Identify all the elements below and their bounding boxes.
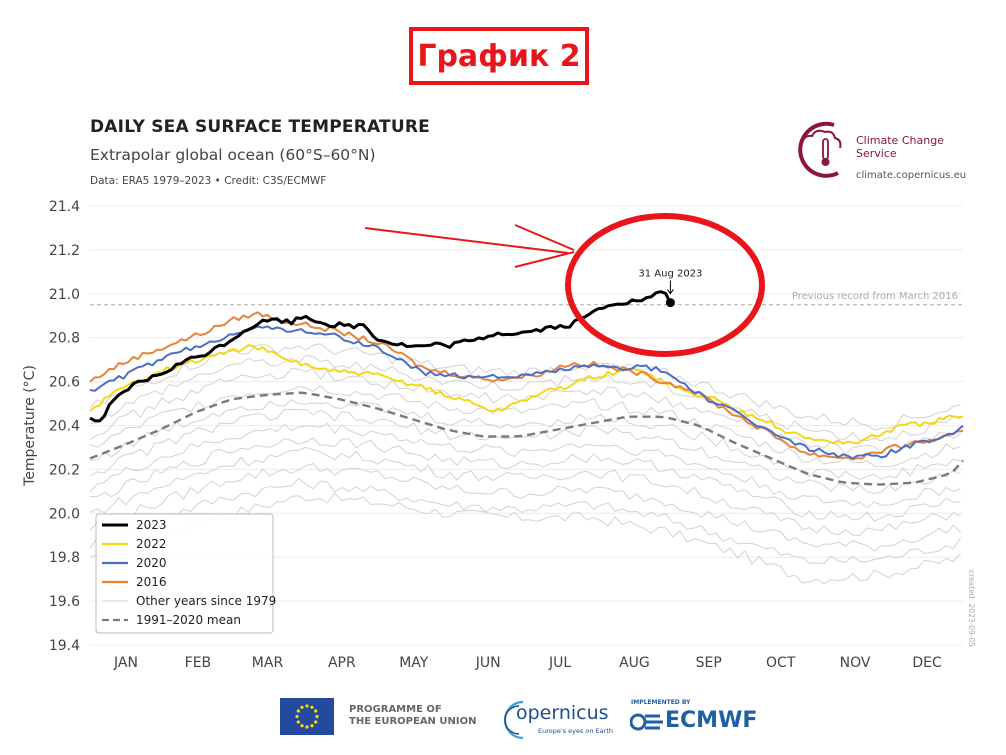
ecmwf-name: ECMWF: [665, 708, 758, 733]
sst-line-chart: Previous record from March 2016 19.4 19.6…: [22, 199, 976, 671]
chart-source: Data: ERA5 1979–2023 • Credit: C3S/ECMWF: [90, 175, 327, 187]
y-axis-label: Temperature (°C): [22, 365, 38, 487]
xtick-label: MAY: [399, 655, 429, 671]
chart-subtitle: Extrapolar global ocean (60°S–60°N): [90, 146, 376, 164]
xtick-label: APR: [328, 655, 356, 671]
ytick-label: 20.2: [49, 462, 80, 478]
other-year-line: [89, 408, 961, 495]
eu-text-line2: THE EUROPEAN UNION: [349, 716, 477, 727]
ytick-label: 20.6: [49, 375, 80, 391]
series-line-2020: [89, 325, 964, 460]
series-layer: [89, 290, 964, 486]
xtick-label: DEC: [912, 655, 942, 671]
other-year-line: [89, 398, 961, 480]
xtick-label: JUN: [475, 655, 501, 671]
previous-record-label: Previous record from March 2016: [792, 291, 958, 302]
legend-label: 2022: [136, 537, 167, 551]
ytick-label: 20.0: [49, 506, 80, 522]
xtick-label: JAN: [113, 655, 138, 671]
copernicus-logo-icon: [503, 700, 524, 740]
annotation-layer: 31 Aug 2023: [364, 213, 765, 357]
highlight-arrow-upper: [364, 227, 569, 254]
c3s-url[interactable]: climate.copernicus.eu: [856, 170, 967, 181]
ytick-label: 19.4: [49, 638, 80, 654]
ecmwf-implemented: IMPLEMENTED BY: [631, 699, 691, 706]
highlight-arrow-head-a: [514, 224, 575, 251]
ytick-label: 21.0: [49, 287, 80, 303]
highlight-ellipse: [565, 213, 765, 357]
legend-label: 1991–2020 mean: [136, 613, 241, 627]
c3s-name: Climate Change Service: [856, 134, 944, 160]
series-line-2023: [89, 290, 672, 423]
other-year-line: [89, 385, 961, 468]
legend-box: [95, 513, 274, 634]
eu-text-line1: PROGRAMME OF: [349, 704, 442, 715]
legend-label: 2020: [136, 556, 167, 570]
other-year-line: [89, 463, 961, 552]
ytick-label: 19.6: [49, 594, 80, 610]
c3s-logo-icon: [798, 121, 842, 178]
xtick-label: FEB: [185, 655, 212, 671]
other-year-line: [89, 422, 961, 509]
xtick-label: OCT: [766, 655, 796, 671]
other-year-line: [89, 354, 961, 442]
xtick-label: SEP: [696, 655, 722, 671]
other-year-line: [89, 477, 962, 565]
legend-layer: 2023 2022 2020 2016 Other years since 1979 19…: [95, 513, 276, 634]
legend-label: Other years since 1979: [136, 594, 276, 608]
annotation-label: 31 Aug 2023: [638, 269, 702, 280]
legend-label: 2016: [136, 575, 167, 589]
footer-logos: PROGRAMME OF THE EUROPEAN UNION opernicu…: [0, 690, 1006, 750]
xtick-label: NOV: [840, 655, 871, 671]
highlight-arrow-head-b: [514, 251, 575, 268]
ecmwf-logo-icon: [630, 713, 663, 731]
chart-banner: График 2: [409, 27, 589, 85]
banner-text: График 2: [417, 38, 581, 74]
ytick-label: 19.8: [49, 550, 80, 566]
xtick-label: MAR: [252, 655, 284, 671]
copernicus-name: opernicus: [516, 702, 609, 724]
annotation-arrow-head: [667, 289, 674, 295]
legend-label: 2023: [136, 518, 167, 532]
ytick-label: 21.4: [49, 199, 80, 215]
ytick-label: 21.2: [49, 243, 80, 259]
xtick-label: AUG: [619, 655, 650, 671]
chart-title: DAILY SEA SURFACE TEMPERATURE: [90, 117, 430, 137]
series-line-1991-2020-mean: [89, 391, 964, 486]
last-point-marker: [665, 298, 675, 308]
watermark: created: 2023-09-05: [967, 570, 976, 647]
ytick-label: 20.8: [49, 331, 80, 347]
xtick-label: JUL: [548, 655, 571, 671]
eu-programme-text: PROGRAMME OF THE EUROPEAN UNION: [349, 704, 477, 728]
reference-layer: Previous record from March 2016: [90, 291, 963, 306]
other-year-line: [89, 343, 961, 431]
ytick-label: 20.4: [49, 419, 80, 435]
eu-flag-icon: [280, 698, 334, 735]
other-year-line: [89, 367, 961, 455]
other-year-line: [89, 437, 961, 522]
series-line-2022: [89, 344, 964, 445]
other-year-line: [89, 446, 961, 537]
axis-layer: 19.4 19.6 19.8 20.0 20.2 20.4 20.6 20.8 21.0 21.2…: [22, 199, 976, 671]
copernicus-tagline: Europe's eyes on Earth: [538, 727, 613, 735]
